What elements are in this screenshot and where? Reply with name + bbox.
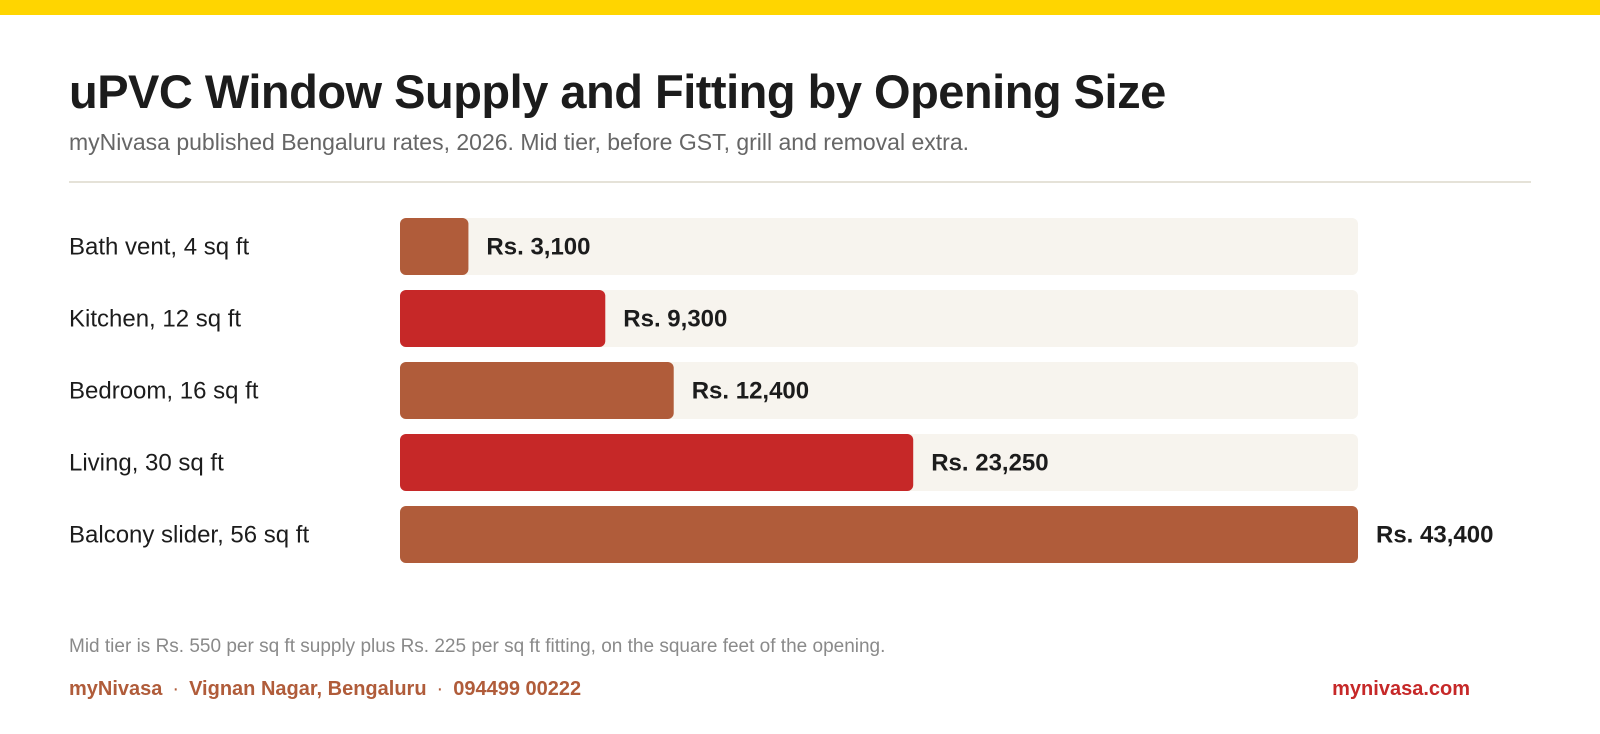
website-link[interactable]: mynivasa.com [1332,678,1470,700]
page-title: uPVC Window Supply and Fitting by Openin… [69,65,1166,118]
bar-track [400,218,1358,275]
page-subtitle: myNivasa published Bengaluru rates, 2026… [69,129,969,155]
footer-separator: · [172,678,180,700]
category-label: Balcony slider, 56 sq ft [69,522,309,549]
bar [400,506,1358,563]
top-accent-bar [0,0,1600,15]
category-label: Living, 30 sq ft [69,450,224,477]
divider [69,181,1531,183]
value-label: Rs. 43,400 [1376,522,1493,549]
bar [400,434,914,491]
bar-track [400,290,1358,347]
footer-contact: myNivasa · Vignan Nagar, Bengaluru · 094499 … [69,678,581,701]
footnote: Mid tier is Rs. 550 per sq ft supply plu… [69,636,886,657]
bar-chart: Bath vent, 4 sq ft Rs. 3,100 Kitchen, 12 s… [69,218,1493,563]
footer-location: Vignan Nagar, Bengaluru [189,678,427,700]
category-label: Bedroom, 16 sq ft [69,378,259,405]
value-label: Rs. 23,250 [931,450,1048,477]
category-label: Bath vent, 4 sq ft [69,234,249,261]
category-label: Kitchen, 12 sq ft [69,306,241,333]
footer-brand: myNivasa [69,678,163,700]
footer-separator: · [436,678,444,700]
bar [400,218,469,275]
value-label: Rs. 12,400 [692,378,809,405]
bar [400,362,674,419]
footer-phone[interactable]: 094499 00222 [453,678,582,700]
bar [400,290,606,347]
value-label: Rs. 3,100 [486,234,590,261]
value-label: Rs. 9,300 [623,306,727,333]
